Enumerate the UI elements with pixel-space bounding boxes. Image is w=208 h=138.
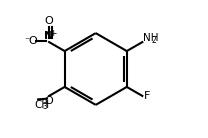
Text: 3: 3 (42, 102, 47, 111)
Text: +: + (49, 29, 56, 38)
Text: O: O (45, 96, 53, 106)
Text: CH: CH (35, 100, 50, 110)
Text: O: O (44, 16, 53, 26)
Text: F: F (144, 91, 150, 101)
Text: 2: 2 (152, 36, 156, 45)
Text: NH: NH (143, 33, 158, 43)
Text: ⁻: ⁻ (25, 36, 30, 46)
Text: O: O (28, 36, 37, 46)
Text: N: N (45, 31, 54, 41)
